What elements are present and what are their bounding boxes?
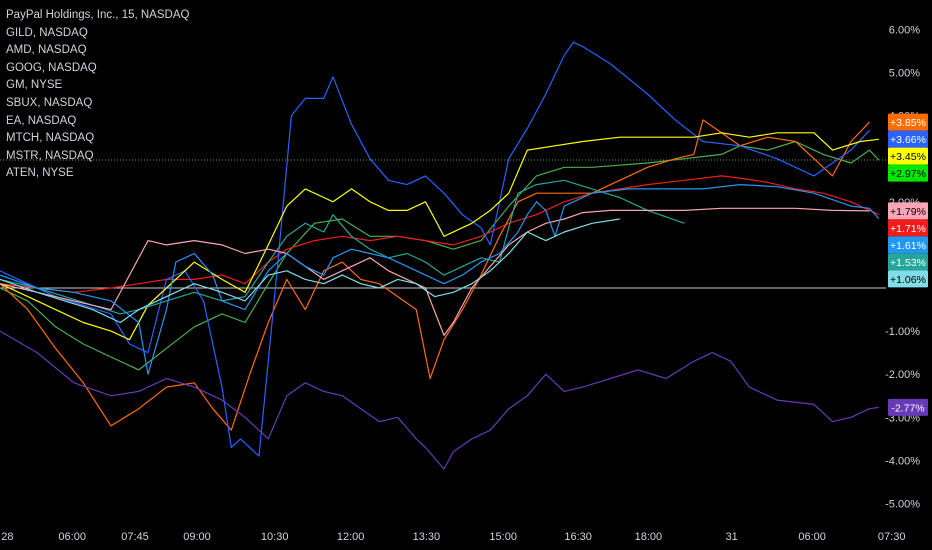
last-value-label: +1.06% [888,270,928,288]
x-tick-label: 10:30 [261,531,289,543]
last-value-label-bg [888,219,928,237]
x-tick-label: 07:45 [121,531,149,543]
last-value-labels: +3.85% +3.66% +3.45% +2.97% +1.79% +1.71% +1.6… [888,113,928,416]
last-value-label: +1.79% [888,202,928,220]
last-value-label: +3.45% [888,147,928,165]
x-tick-label: 06:00 [798,531,826,543]
x-tick-label: 18:00 [635,531,663,543]
legend-item-ea[interactable]: EA, NASDAQ [6,114,77,127]
legend-item-sbux[interactable]: SBUX, NASDAQ [6,96,93,109]
legend-item-amd[interactable]: AMD, NASDAQ [6,44,87,57]
series-layer [0,41,880,470]
legend-title[interactable]: PayPal Holdings, Inc., 15, NASDAQ [6,9,190,21]
x-tick-label: 07:30 [878,531,906,543]
last-value-label-bg [888,253,928,271]
series-line-gm[interactable] [0,132,879,341]
last-value-label-text: +3.66% [890,134,926,146]
last-value-label-bg [888,147,928,165]
x-tick-label: 13:30 [413,531,441,543]
series-line-aten[interactable] [0,218,620,324]
last-value-label-text: +1.61% [890,240,926,252]
last-value-label: +1.71% [888,219,928,237]
y-tick-label: 5.00% [889,68,920,80]
last-value-label-bg [888,130,928,148]
series-line-goog[interactable] [0,41,870,457]
legend-item-gild[interactable]: GILD, NASDAQ [6,26,88,39]
last-value-label-text: +1.79% [890,206,926,218]
y-tick-label: -1.00% [885,326,920,338]
last-value-label-bg [888,270,928,288]
series-line-mtch[interactable] [0,184,880,375]
series-line-mstr[interactable] [0,330,879,470]
legend: PayPal Holdings, Inc., 15, NASDAQ GILD, … [6,7,189,183]
y-tick-label: -4.00% [885,455,920,467]
y-tick-label: -5.00% [885,499,920,511]
last-value-label-bg [888,113,928,131]
x-tick-label: 09:00 [183,531,211,543]
last-value-label-text: +1.06% [890,274,926,286]
last-value-label-bg [888,202,928,220]
last-value-label-text: +1.53% [890,257,926,269]
last-value-label-bg [888,236,928,254]
last-value-label: -2.77% [888,398,928,416]
legend-item-mtch[interactable]: MTCH, NASDAQ [6,132,95,145]
last-value-label: +3.85% [888,113,928,131]
last-value-label: +3.66% [888,130,928,148]
x-tick-label: 28 [1,531,13,543]
y-tick-label: 6.00% [889,24,920,36]
series-line-amd[interactable] [0,119,870,431]
x-tick-label: 16:30 [564,531,592,543]
legend-item-goog[interactable]: GOOG, NASDAQ [6,61,97,74]
last-value-label: +1.53% [888,253,928,271]
last-value-label-text: -2.77% [891,402,924,414]
x-tick-label: 31 [726,531,738,543]
legend-item-mstr[interactable]: MSTR, NASDAQ [6,149,94,162]
last-value-label: +2.97% [888,164,928,182]
legend-item-gm[interactable]: GM, NYSE [6,79,63,92]
last-value-label-text: +3.45% [890,151,926,163]
last-value-label-text: +1.71% [890,223,926,235]
x-tick-label: 06:00 [58,531,86,543]
last-value-label-bg [888,398,928,416]
last-value-label-text: +3.85% [890,117,926,129]
x-tick-label: 15:00 [489,531,517,543]
legend-item-aten[interactable]: ATEN, NYSE [6,167,74,180]
last-value-label-text: +2.97% [890,168,926,180]
x-axis[interactable]: 28 06:00 07:45 09:00 10:30 12:00 13:30 15:00 16:… [1,531,905,543]
y-tick-label: -2.00% [885,369,920,381]
last-value-label-bg [888,164,928,182]
x-tick-label: 12:00 [337,531,365,543]
last-value-label: +1.61% [888,236,928,254]
